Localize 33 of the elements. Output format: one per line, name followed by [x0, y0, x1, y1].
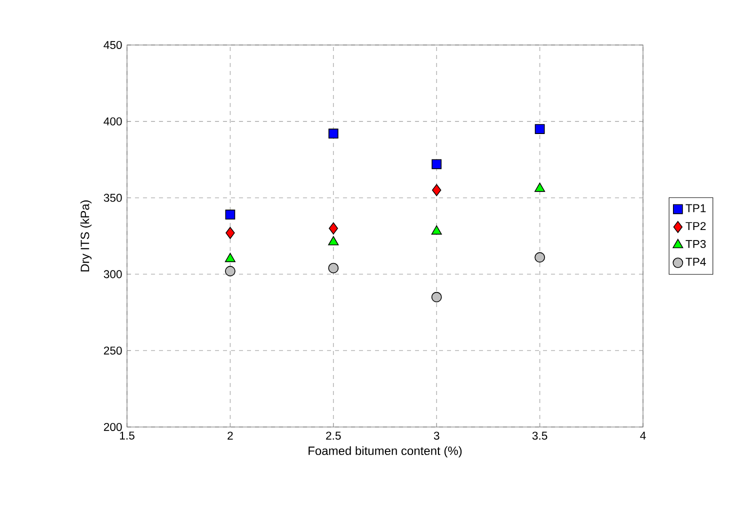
legend-label: TP4 [686, 258, 706, 266]
point [432, 159, 442, 170]
point [224, 252, 236, 262]
legend-label: TP2 [686, 222, 706, 230]
point [534, 252, 545, 263]
legend-label: TP1 [686, 204, 706, 212]
point [431, 225, 442, 235]
y-tick-label: 450 [104, 40, 122, 49]
point [225, 266, 236, 276]
point [328, 236, 339, 246]
point [534, 124, 545, 134]
x-tick-label: 2.5 [326, 432, 341, 440]
y-tick-label: 350 [104, 194, 122, 202]
point [431, 292, 442, 302]
point [328, 262, 339, 274]
y-tick-label: 300 [104, 270, 122, 278]
x-axis-title: Foamed bitumen content (%) [308, 446, 462, 458]
y-tick-label: 200 [104, 422, 122, 431]
x-tick-label: 1.5 [120, 432, 134, 440]
x-tick-label: 3.5 [532, 432, 548, 440]
y-tick-label: 250 [104, 346, 122, 355]
point [328, 128, 338, 139]
point [225, 210, 236, 220]
y-tick-label: 400 [104, 117, 122, 126]
point [432, 184, 442, 196]
point [534, 182, 546, 192]
x-tick-label: 4 [640, 432, 646, 440]
point [226, 226, 235, 239]
point [328, 222, 338, 234]
x-tick-label: 3 [434, 432, 440, 440]
legend-label: TP3 [686, 240, 706, 248]
x-tick-label: 2 [228, 432, 233, 440]
y-axis-title: Dry ITS (kPa) [80, 200, 92, 272]
